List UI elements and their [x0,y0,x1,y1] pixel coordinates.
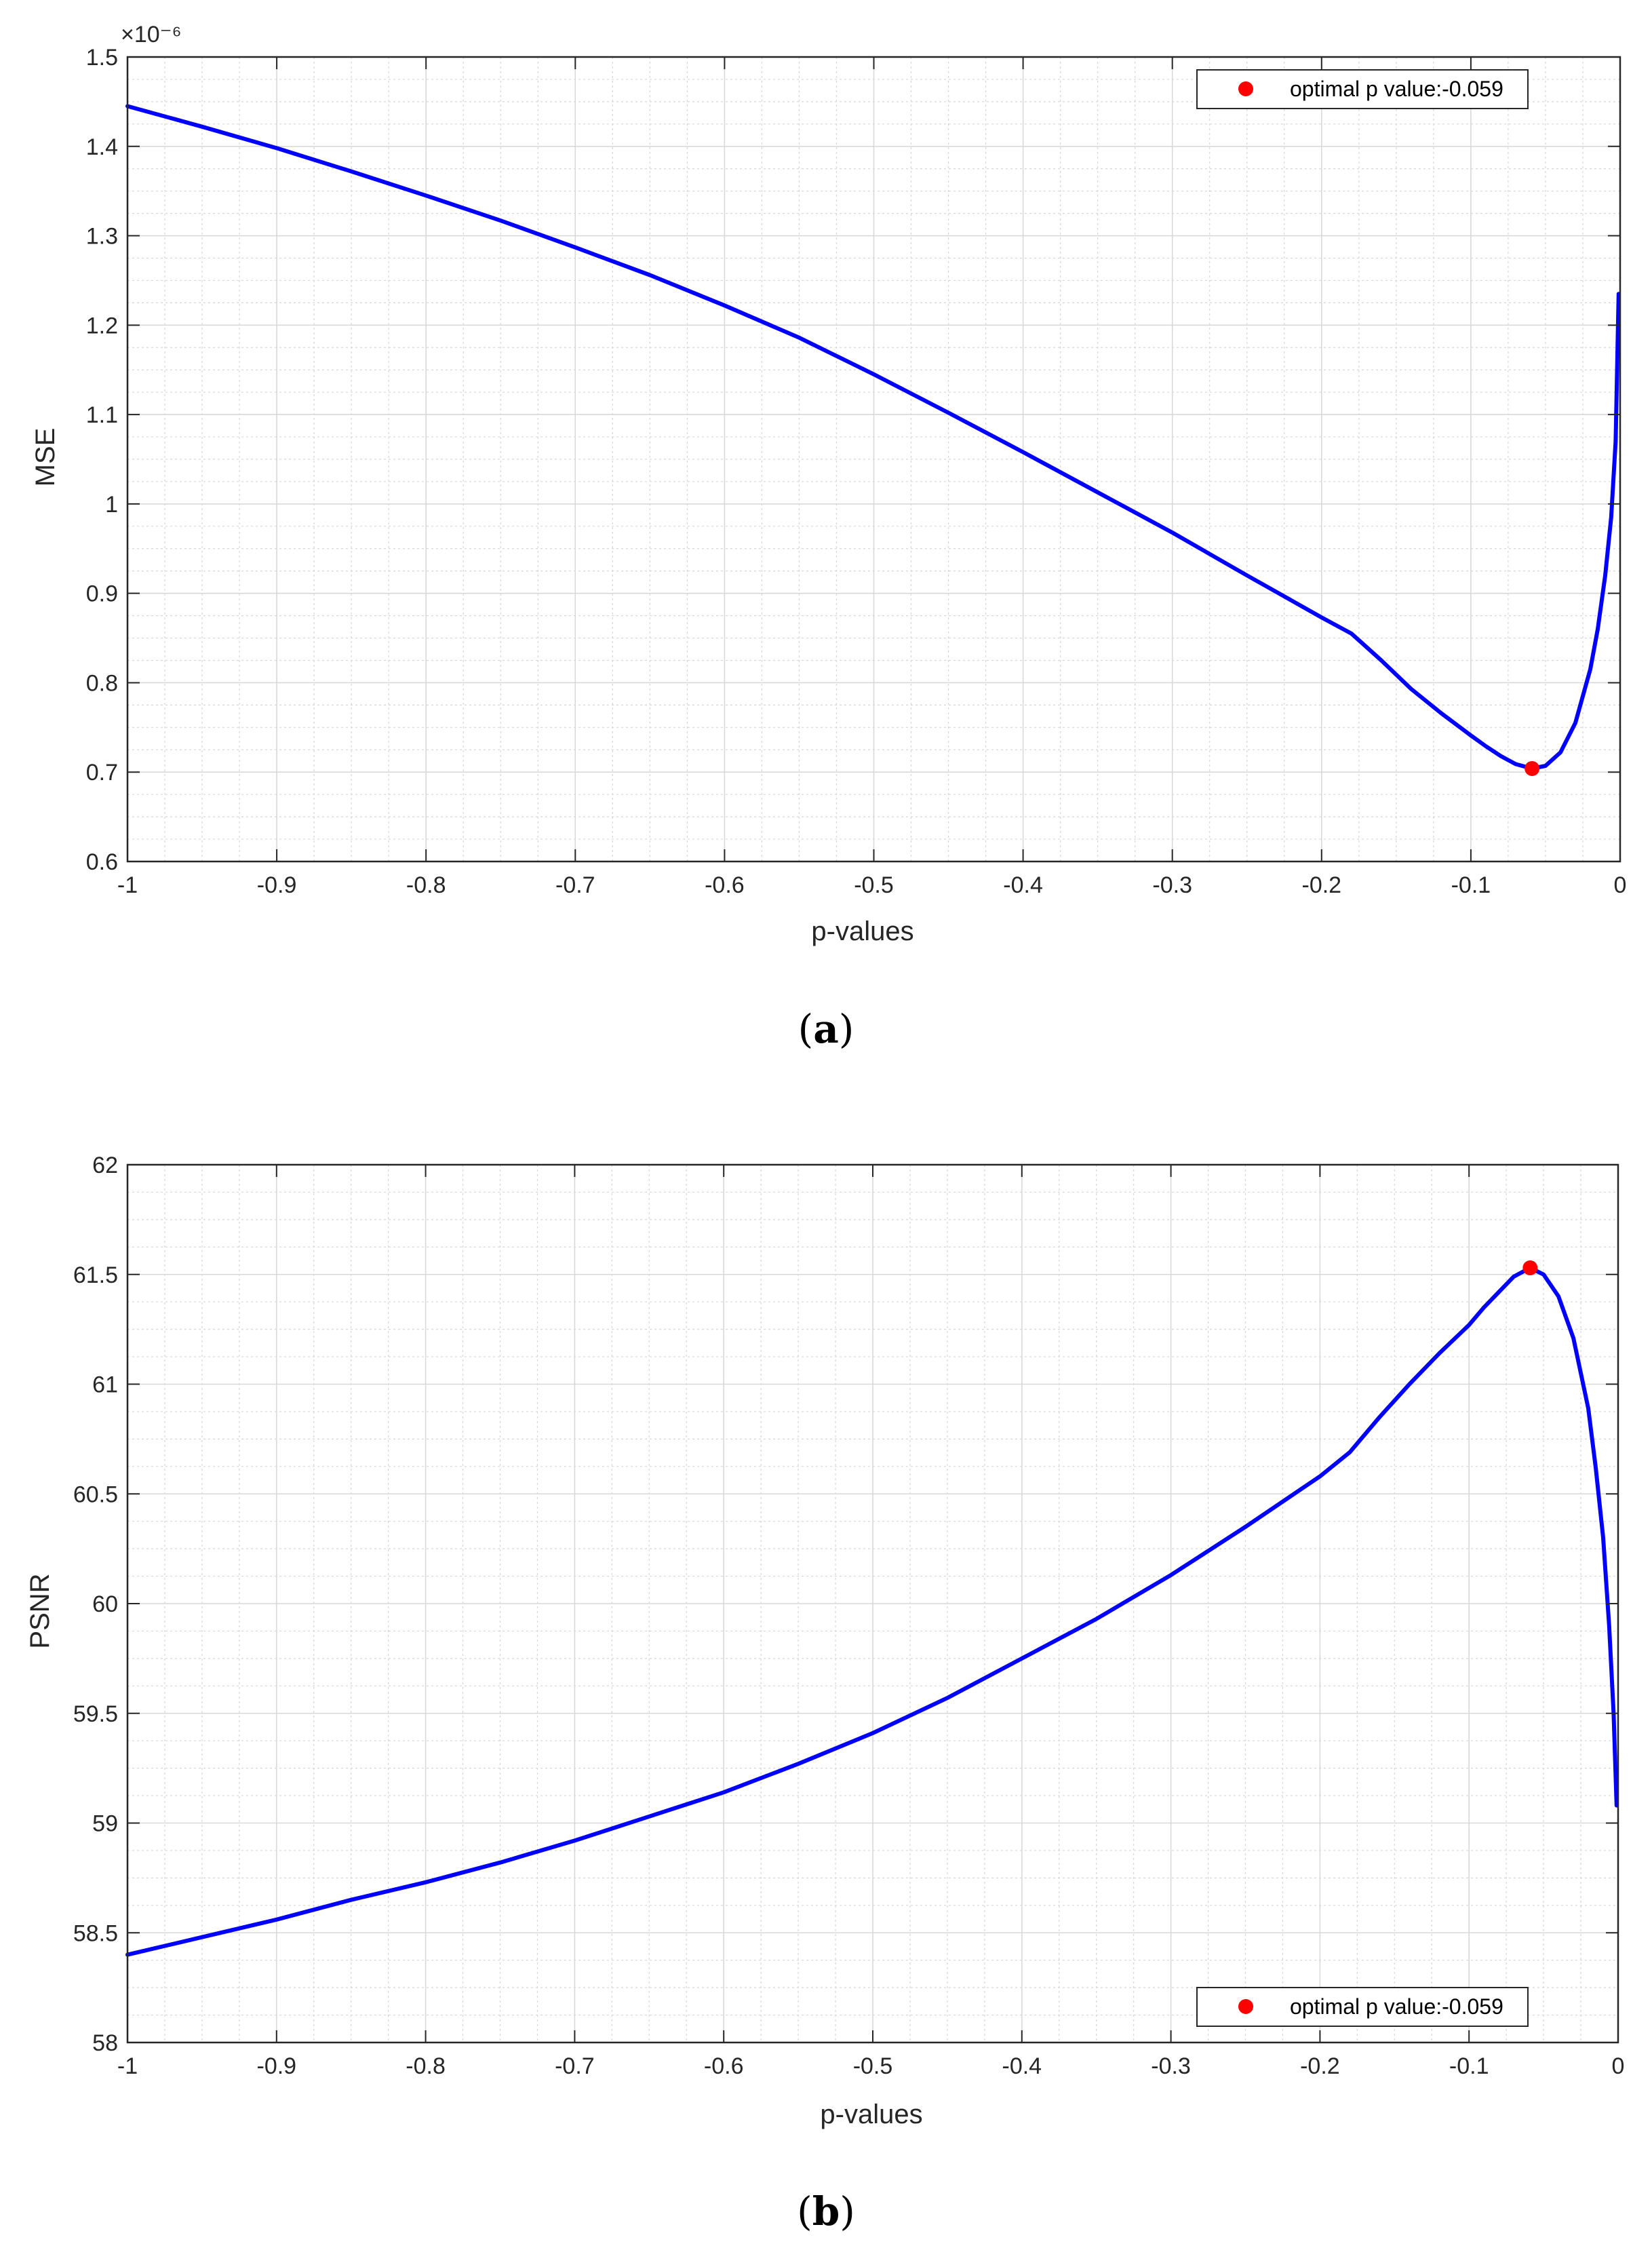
y-tick-label: 58 [92,2030,118,2056]
x-tick-label: -0.6 [705,872,745,898]
x-axis-label: p-values [820,2099,922,2129]
y-tick-label: 61 [92,1372,118,1398]
x-tick-label: -0.8 [406,2053,446,2079]
x-tick-label: -0.4 [1003,872,1043,898]
panel-a-caption: (a) [798,1006,854,1052]
x-tick-label: -0.7 [555,872,595,898]
x-tick-label: -0.5 [854,872,894,898]
chart-panel-a: -1 -0.9 -0.8 -0.7 -0.6 -0.5 -0.4 -0.3 -0.2 -0.1 0 … [31,22,1626,946]
x-tick-label: -0.6 [704,2053,744,2079]
x-tick-label: -0.2 [1302,872,1342,898]
y-tick-label: 1 [105,492,118,518]
x-tick-label: -0.4 [1002,2053,1042,2079]
x-tick-label: -0.7 [555,2053,595,2079]
y-tick-label: 1.2 [86,313,118,338]
x-axis-label: p-values [811,916,913,946]
panel-b-caption: (b) [797,2188,855,2234]
series-line [125,104,1621,771]
optimal-point-marker [1522,1260,1538,1276]
optimal-point-marker [1525,760,1540,776]
legend-label: optimal p value:-0.059 [1290,1994,1503,2019]
x-tick-label: -0.9 [257,2053,297,2079]
y-axis-label: MSE [31,428,60,487]
y-tick-label: 62 [92,1153,118,1178]
y-axis-label: PSNR [25,1573,55,1648]
x-tick-label: -0.1 [1449,2053,1489,2079]
y-tick-label: 0.9 [86,581,118,607]
x-tick-label: -0.8 [406,872,446,898]
series-line [125,1266,1619,1957]
y-axis-exponent-label: ×10⁻⁶ [121,22,182,47]
x-tick-label: -0.3 [1152,872,1192,898]
y-tick-label: 59.5 [73,1701,118,1727]
y-tick-label: 1.3 [86,224,118,250]
y-tick-label: 1.4 [86,134,118,160]
y-tick-label: 58.5 [73,1920,118,1946]
y-tick-label: 1.1 [86,402,118,428]
y-tick-label: 0.8 [86,670,118,696]
legend-marker [1238,1999,1253,2014]
y-tick-label: 1.5 [86,45,118,71]
legend: optimal p value:-0.059 [1196,1987,1529,2027]
chart-panel-b: -1 -0.9 -0.8 -0.7 -0.6 -0.5 -0.4 -0.3 -0.2 -0.1 0 … [25,1153,1624,2129]
y-tick-label: 60.5 [73,1482,118,1507]
x-tick-label: -0.5 [853,2053,893,2079]
y-tick-label: 61.5 [73,1262,118,1288]
x-tick-label: -0.3 [1151,2053,1191,2079]
x-tick-label: -0.1 [1451,872,1491,898]
y-tick-label: 60 [92,1591,118,1617]
x-tick-label: -0.2 [1300,2053,1340,2079]
x-tick-label: -0.9 [257,872,297,898]
legend: optimal p value:-0.059 [1196,69,1529,109]
y-tick-label: 0.7 [86,760,118,786]
y-tick-label: 59 [92,1811,118,1837]
y-tick-label: 0.6 [86,849,118,875]
x-tick-label: -1 [117,2053,138,2079]
legend-label: optimal p value:-0.059 [1290,77,1503,101]
x-tick-label: -1 [117,872,138,898]
x-tick-label: 0 [1614,872,1627,898]
legend-marker [1238,81,1253,96]
x-tick-label: 0 [1612,2053,1625,2079]
